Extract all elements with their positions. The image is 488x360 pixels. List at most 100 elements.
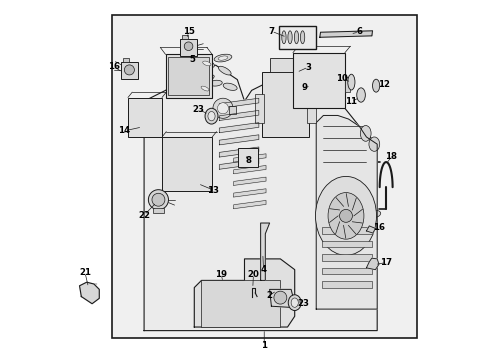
Bar — [128, 98, 162, 137]
Ellipse shape — [207, 112, 215, 121]
Ellipse shape — [212, 98, 233, 118]
Text: 4: 4 — [260, 265, 266, 274]
Ellipse shape — [203, 61, 210, 66]
Text: 19: 19 — [215, 270, 227, 279]
Bar — [165, 54, 212, 98]
Bar — [269, 58, 301, 72]
Bar — [228, 107, 235, 114]
Ellipse shape — [217, 103, 228, 114]
Text: 21: 21 — [79, 268, 91, 277]
Ellipse shape — [152, 193, 164, 206]
Polygon shape — [233, 154, 265, 162]
Text: 15: 15 — [183, 27, 194, 36]
Bar — [292, 53, 344, 108]
Ellipse shape — [209, 80, 222, 86]
Bar — [180, 39, 197, 56]
Ellipse shape — [199, 59, 214, 68]
Text: 1: 1 — [261, 341, 266, 350]
Ellipse shape — [218, 66, 231, 75]
Text: 5: 5 — [189, 55, 195, 64]
Polygon shape — [233, 177, 265, 185]
Polygon shape — [316, 116, 376, 309]
Text: 13: 13 — [207, 185, 219, 194]
Polygon shape — [233, 189, 265, 197]
Polygon shape — [219, 111, 258, 121]
Bar — [201, 280, 280, 327]
Ellipse shape — [327, 193, 363, 239]
Ellipse shape — [184, 42, 192, 50]
Ellipse shape — [347, 74, 354, 90]
Text: 6: 6 — [356, 27, 362, 36]
Text: 23: 23 — [192, 105, 204, 114]
Polygon shape — [219, 147, 258, 157]
Bar — [121, 62, 138, 79]
Bar — [321, 268, 371, 274]
Ellipse shape — [214, 54, 231, 62]
Polygon shape — [366, 226, 375, 233]
Polygon shape — [80, 282, 99, 304]
Ellipse shape — [201, 86, 209, 91]
Ellipse shape — [294, 31, 298, 44]
Bar — [182, 35, 188, 39]
Ellipse shape — [287, 295, 301, 311]
Ellipse shape — [197, 84, 212, 93]
Ellipse shape — [183, 78, 195, 85]
Ellipse shape — [290, 298, 298, 307]
Bar — [306, 94, 316, 123]
Bar — [262, 72, 308, 137]
Bar — [112, 15, 416, 338]
Ellipse shape — [300, 31, 304, 44]
Polygon shape — [319, 31, 372, 37]
Bar — [321, 254, 371, 261]
Bar — [321, 241, 371, 247]
Ellipse shape — [362, 207, 375, 214]
Ellipse shape — [339, 210, 352, 222]
Ellipse shape — [287, 31, 292, 44]
Polygon shape — [219, 159, 258, 169]
Text: 10: 10 — [336, 75, 347, 84]
Bar — [162, 137, 212, 191]
Polygon shape — [194, 259, 294, 327]
Bar — [238, 148, 257, 167]
Bar — [344, 77, 349, 91]
Text: 9: 9 — [301, 83, 307, 92]
Polygon shape — [269, 289, 292, 307]
Text: 8: 8 — [244, 157, 250, 166]
Ellipse shape — [148, 190, 168, 210]
Text: 3: 3 — [305, 63, 311, 72]
Polygon shape — [219, 135, 258, 145]
Ellipse shape — [190, 87, 204, 94]
Text: 14: 14 — [118, 126, 130, 135]
Ellipse shape — [360, 126, 370, 141]
Text: 12: 12 — [378, 81, 389, 90]
Polygon shape — [233, 166, 265, 174]
Bar — [321, 227, 371, 234]
Text: 23: 23 — [297, 298, 309, 307]
Ellipse shape — [273, 291, 286, 304]
Text: 7: 7 — [268, 27, 274, 36]
Ellipse shape — [372, 79, 379, 92]
Bar — [278, 26, 316, 49]
Ellipse shape — [124, 65, 134, 75]
Polygon shape — [233, 201, 265, 209]
Ellipse shape — [367, 210, 380, 218]
Polygon shape — [144, 65, 376, 330]
Ellipse shape — [204, 108, 218, 124]
Ellipse shape — [201, 75, 214, 81]
Bar — [153, 208, 163, 213]
Ellipse shape — [368, 137, 379, 151]
Polygon shape — [260, 223, 269, 280]
Ellipse shape — [223, 83, 237, 90]
Polygon shape — [219, 123, 258, 133]
Ellipse shape — [356, 88, 365, 102]
Bar — [255, 94, 264, 123]
Text: 18: 18 — [385, 152, 397, 161]
Text: 16: 16 — [372, 223, 384, 232]
Polygon shape — [366, 258, 378, 270]
Text: 22: 22 — [138, 211, 150, 220]
Ellipse shape — [281, 31, 285, 44]
Bar — [321, 281, 371, 288]
Text: 16: 16 — [107, 62, 120, 71]
Bar — [122, 58, 129, 62]
Bar — [168, 57, 209, 95]
